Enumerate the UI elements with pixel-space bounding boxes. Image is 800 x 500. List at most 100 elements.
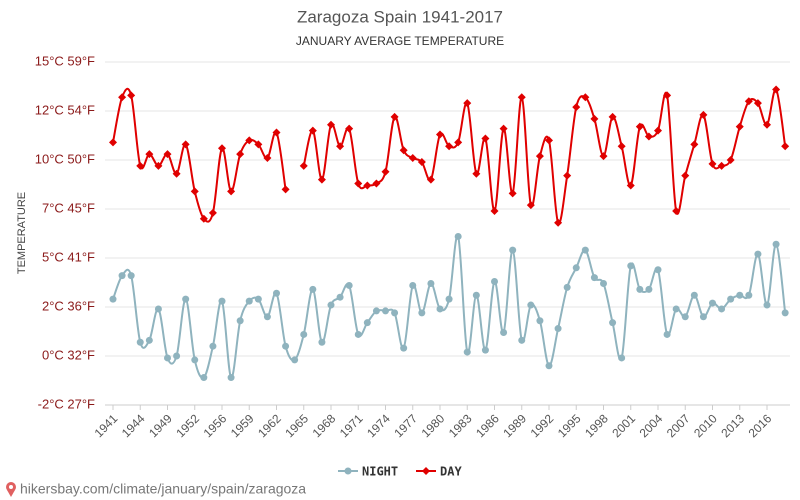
point-marker	[672, 206, 681, 215]
point-marker	[273, 289, 280, 297]
point-marker	[463, 99, 472, 108]
point-marker	[299, 161, 308, 170]
point-marker	[526, 201, 535, 210]
point-marker	[200, 374, 208, 382]
point-marker	[690, 140, 699, 149]
x-tick-label: 1980	[419, 411, 448, 440]
series-line	[112, 234, 787, 379]
point-marker	[127, 272, 135, 280]
point-marker	[709, 299, 716, 307]
source-pin	[6, 482, 16, 497]
point-marker	[645, 285, 653, 293]
point-marker	[672, 305, 680, 313]
point-marker	[409, 281, 417, 289]
point-marker	[681, 171, 690, 180]
point-marker	[172, 169, 181, 178]
point-marker	[681, 313, 689, 321]
x-tick-label: 2016	[746, 411, 775, 440]
point-marker	[336, 142, 345, 151]
point-marker	[272, 128, 281, 137]
x-tick-label: 2001	[609, 411, 638, 440]
point-marker	[164, 354, 171, 362]
point-marker	[218, 144, 226, 153]
point-marker	[617, 142, 626, 151]
y-tick-label: 15°C 59°F	[35, 53, 95, 68]
x-tick-label: 1971	[337, 411, 366, 440]
point-marker	[399, 146, 408, 155]
point-marker	[717, 161, 726, 170]
point-marker	[309, 285, 317, 293]
point-marker	[554, 325, 562, 333]
point-marker	[718, 305, 726, 313]
point-marker	[554, 218, 563, 227]
point-marker	[445, 142, 454, 151]
point-marker	[291, 356, 299, 364]
point-marker	[445, 295, 453, 303]
point-marker	[263, 154, 272, 163]
point-marker	[136, 161, 145, 170]
point-marker	[763, 120, 771, 129]
point-marker	[600, 279, 607, 287]
point-marker	[654, 126, 662, 135]
y-tick-label: 7°C 45°F	[42, 200, 95, 215]
point-marker	[127, 91, 136, 100]
point-marker	[781, 142, 790, 151]
y-tick-label: 2°C 36°F	[42, 298, 95, 313]
point-marker	[381, 167, 390, 176]
point-marker	[753, 99, 762, 108]
point-marker	[608, 112, 617, 121]
point-marker	[136, 338, 144, 346]
point-marker	[263, 313, 271, 321]
point-marker	[508, 189, 517, 198]
point-marker	[518, 336, 526, 344]
point-marker	[481, 134, 490, 143]
x-tick-label: 1989	[500, 411, 529, 440]
legend-marker	[344, 467, 352, 475]
point-marker	[390, 112, 399, 121]
series-line	[112, 87, 787, 225]
x-tick-label: 1992	[528, 411, 557, 440]
point-marker	[654, 266, 662, 274]
point-marker	[736, 291, 744, 299]
point-marker	[145, 336, 153, 344]
point-marker	[481, 346, 489, 354]
point-marker	[254, 140, 263, 149]
point-marker	[109, 138, 117, 147]
chart-title: Zaragoza Spain 1941-2017	[297, 7, 503, 26]
point-marker	[372, 307, 380, 315]
point-marker	[636, 285, 644, 293]
source-link[interactable]: hikersbay.com/climate/january/spain/zara…	[20, 481, 306, 497]
point-marker	[163, 150, 172, 159]
point-marker	[208, 208, 217, 217]
point-marker	[545, 362, 553, 370]
y-tick-label: -2°C 27°F	[38, 396, 95, 411]
point-marker	[327, 301, 335, 309]
x-tick-label: 1977	[391, 411, 420, 440]
point-marker	[417, 157, 426, 166]
legend-label: DAY	[440, 465, 462, 479]
point-marker	[644, 132, 653, 141]
point-marker	[436, 305, 444, 313]
point-marker	[563, 171, 572, 180]
point-marker	[581, 246, 589, 254]
point-marker	[763, 301, 771, 309]
x-tick-label: 1941	[92, 411, 121, 440]
x-tick-label: 1956	[201, 411, 230, 440]
chart-subtitle: JANUARY AVERAGE TEMPERATURE	[296, 34, 504, 48]
point-marker	[281, 185, 290, 194]
point-marker	[708, 159, 717, 168]
point-marker	[590, 274, 598, 282]
point-marker	[663, 330, 671, 338]
point-marker	[572, 264, 580, 272]
point-marker	[336, 293, 344, 301]
point-marker	[535, 152, 544, 161]
point-marker	[400, 344, 408, 352]
point-marker	[391, 309, 399, 317]
point-marker	[145, 150, 154, 159]
point-marker	[345, 281, 353, 289]
point-marker	[472, 169, 481, 178]
point-marker	[545, 136, 553, 145]
point-marker	[527, 301, 535, 309]
x-tick-label: 1965	[282, 411, 311, 440]
point-marker	[609, 319, 617, 327]
